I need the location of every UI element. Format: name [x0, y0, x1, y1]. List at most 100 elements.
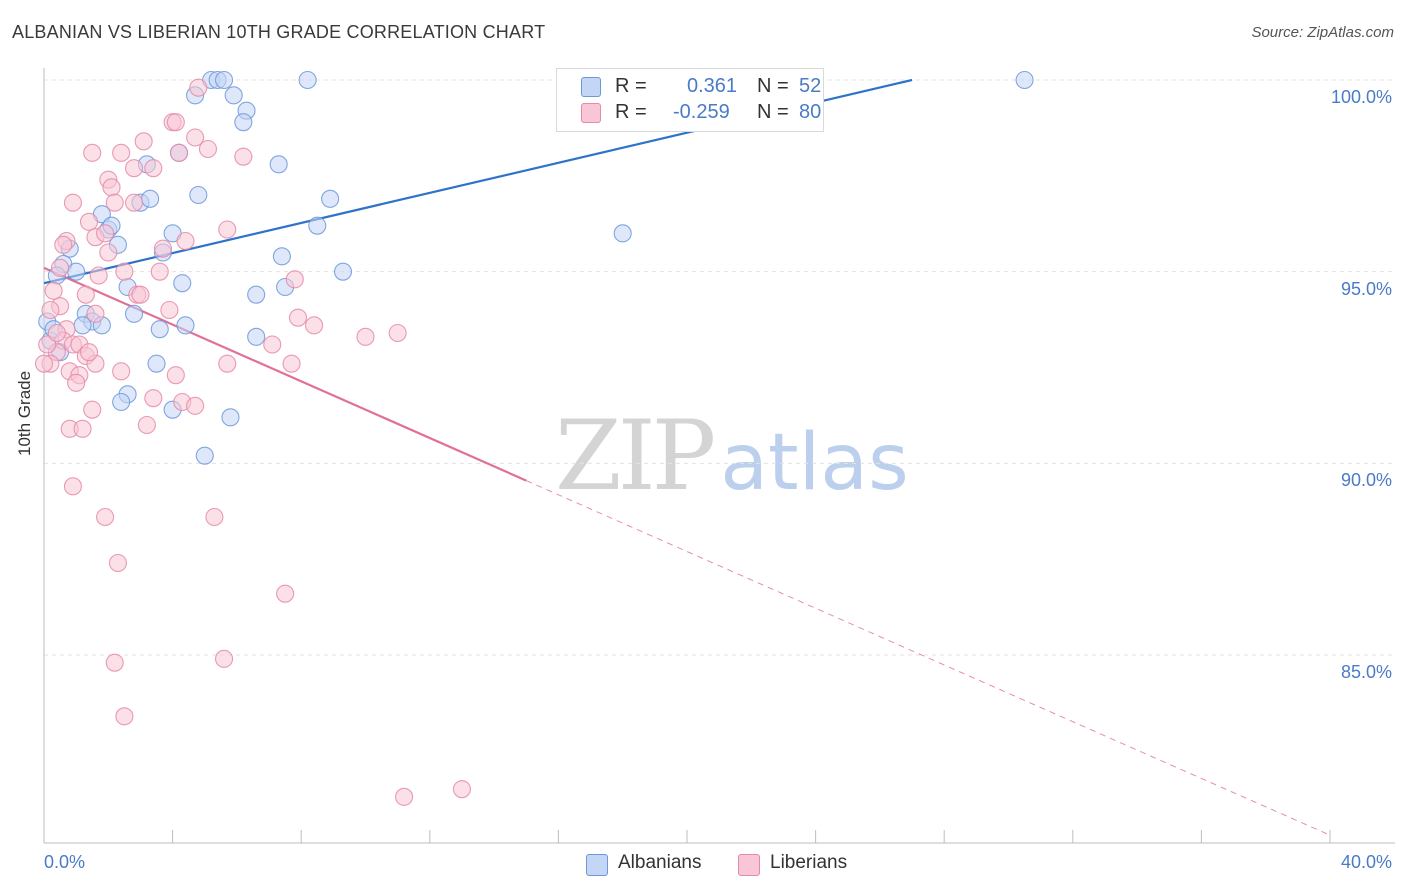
correlation-legend: R = 0.361 N = 52 R = -0.259 N = 80: [556, 68, 824, 132]
liberian-point: [452, 780, 472, 799]
liberian-point: [112, 143, 131, 162]
albanian-point: [298, 70, 317, 90]
liberian-point: [285, 270, 304, 289]
chart-source: Source: ZipAtlas.com: [1251, 24, 1394, 41]
liberian-point: [99, 243, 118, 262]
liberian-point: [144, 159, 163, 178]
liberian-trend-line: [43, 266, 527, 482]
liberian-point: [137, 415, 156, 435]
liberian-point: [282, 354, 301, 373]
albanian-point: [176, 316, 195, 335]
liberian-point: [305, 316, 324, 335]
liberian-point: [144, 389, 163, 408]
liberian-point: [105, 193, 124, 212]
albanian-point: [321, 189, 340, 208]
liberian-point: [115, 707, 134, 726]
legend-swatch-albanians: [581, 77, 601, 97]
liberian-point: [79, 212, 99, 231]
x-tick-label-max: 40.0%: [1340, 852, 1392, 872]
liberian-point: [47, 323, 66, 343]
liberian-point: [150, 262, 169, 281]
liberian-point: [89, 266, 108, 285]
liberian-point: [41, 300, 60, 320]
chart-title: ALBANIAN VS LIBERIAN 10TH GRADE CORRELAT…: [12, 22, 546, 42]
liberian-point: [124, 159, 144, 178]
liberian-point: [205, 507, 224, 527]
liberian-point: [86, 304, 105, 323]
albanian-point: [112, 392, 131, 412]
liberian-point: [276, 584, 295, 603]
liberian-point: [356, 327, 375, 346]
liberian-point: [166, 113, 185, 132]
albanian-point: [124, 304, 144, 323]
liberian-point: [44, 281, 63, 300]
albanian-point: [147, 354, 166, 373]
albanian-point: [1015, 70, 1034, 90]
liberian-point: [131, 285, 150, 304]
bottom-legend-label-albanians: Albanians: [618, 852, 702, 873]
legend-n-label: N =: [757, 101, 789, 123]
liberian-point: [160, 300, 179, 320]
albanian-point: [613, 224, 632, 243]
albanian-point: [272, 247, 291, 266]
liberian-point: [395, 787, 414, 806]
bottom-legend-label-liberians: Liberians: [770, 852, 848, 873]
y-tick-label: 85.0%: [1340, 662, 1392, 682]
liberian-point: [189, 78, 208, 97]
trend-lines: [43, 78, 1331, 836]
legend-n-value-albanians: 52: [799, 75, 822, 97]
bottom-legend-swatch-liberians: [738, 854, 760, 876]
liberian-trend-extension: [526, 480, 1331, 836]
liberian-point: [51, 258, 70, 277]
watermark-zip: ZIP: [555, 400, 716, 512]
legend-r-label: R =: [615, 101, 647, 123]
liberian-point: [108, 553, 127, 573]
y-tick-label: 90.0%: [1340, 470, 1392, 491]
liberian-point: [73, 419, 92, 438]
liberian-point: [186, 128, 205, 147]
liberian-point: [76, 285, 95, 304]
liberian-point: [153, 239, 173, 258]
data-points: [34, 70, 1034, 806]
liberian-point: [186, 396, 205, 415]
albanian-point: [195, 446, 214, 465]
legend-r-label: R =: [615, 75, 647, 97]
liberian-point: [134, 132, 153, 151]
liberian-point: [169, 143, 189, 162]
albanian-point: [173, 274, 192, 293]
liberian-point: [63, 193, 82, 212]
liberian-point: [83, 143, 102, 162]
albanian-point: [308, 216, 327, 235]
y-tick-label: 100.0%: [1330, 87, 1392, 107]
albanian-point: [247, 327, 266, 346]
y-tick-label: 95.0%: [1340, 278, 1392, 299]
liberian-point: [115, 262, 134, 281]
albanian-point: [214, 70, 234, 90]
legend-n-value-liberians: 80: [799, 101, 822, 123]
liberian-point: [67, 373, 86, 392]
liberian-point: [105, 653, 124, 672]
liberian-point: [234, 147, 253, 166]
bottom-legend-swatch-albanians: [586, 854, 608, 876]
liberian-point: [34, 354, 54, 373]
grid-lines: [44, 79, 1395, 656]
albanian-point: [224, 86, 243, 105]
liberian-point: [288, 308, 308, 327]
albanian-point: [189, 185, 208, 205]
liberian-point: [96, 507, 115, 527]
albanian-point: [247, 285, 266, 304]
albanian-point: [141, 189, 160, 208]
legend-swatch-liberians: [581, 103, 601, 123]
liberian-point: [218, 220, 237, 239]
legend-r-value-albanians: 0.361: [687, 75, 738, 97]
liberian-point: [214, 649, 234, 668]
liberian-point: [54, 235, 73, 254]
legend-n-label: N =: [757, 75, 789, 97]
liberian-point: [198, 139, 218, 159]
albanian-point: [333, 262, 353, 281]
liberian-point: [96, 224, 115, 243]
liberian-point: [112, 362, 131, 381]
albanian-point: [269, 155, 288, 174]
liberian-point: [124, 193, 144, 212]
